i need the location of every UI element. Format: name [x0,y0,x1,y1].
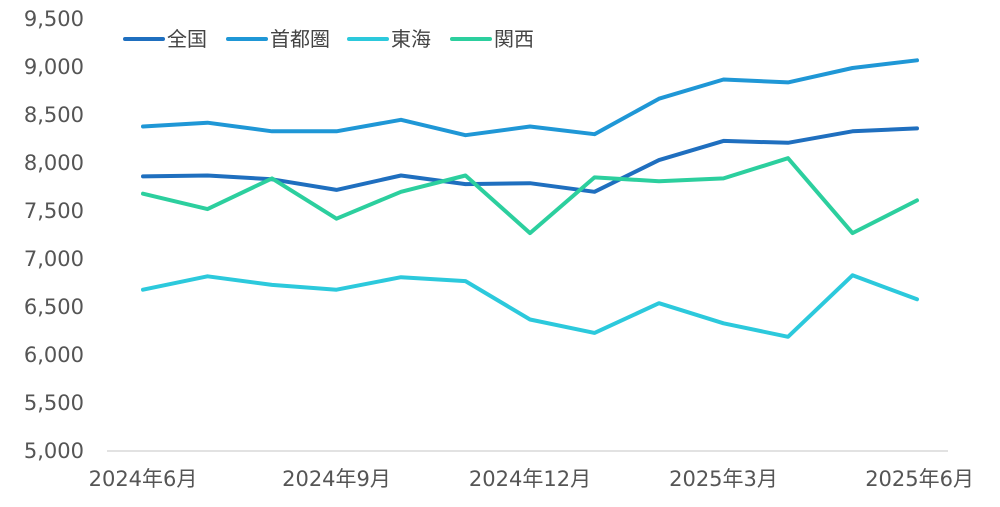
y-tick-label: 5,000 [24,439,84,463]
legend-item: 首都圏 [226,27,330,51]
series-line-3 [141,156,919,236]
legend-item: 全国 [123,27,207,51]
legend-item: 東海 [347,27,431,51]
series-line-1 [141,58,919,138]
y-tick-label: 8,000 [24,151,84,175]
y-axis: 5,000 5,500 6,000 6,500 7,000 7,500 8,000 8,500… [24,7,84,463]
series-line-0 [141,126,919,194]
legend-label: 東海 [391,27,431,51]
y-tick-label: 6,500 [24,295,84,319]
x-tick-label: 2024年12月 [469,467,591,491]
series-layer [141,58,919,339]
legend-label: 全国 [167,27,207,51]
y-tick-label: 7,500 [24,199,84,223]
x-tick-label: 2025年6月 [865,467,974,491]
y-tick-label: 9,500 [24,7,84,31]
x-tick-label: 2024年9月 [282,467,391,491]
x-axis: 2024年6月 2024年9月 2024年12月 2025年3月 2025年6月 [89,467,974,491]
y-tick-label: 8,500 [24,103,84,127]
y-tick-label: 9,000 [24,55,84,79]
x-tick-label: 2024年6月 [89,467,198,491]
y-tick-label: 6,000 [24,343,84,367]
y-tick-label: 7,000 [24,247,84,271]
series-line-2 [141,273,919,339]
legend-item: 関西 [450,27,534,51]
legend-label: 首都圏 [270,27,330,51]
legend-label: 関西 [494,27,534,51]
y-tick-label: 5,500 [24,391,84,415]
legend: 全国 首都圏 東海 関西 [123,27,534,51]
x-tick-label: 2025年3月 [669,467,778,491]
